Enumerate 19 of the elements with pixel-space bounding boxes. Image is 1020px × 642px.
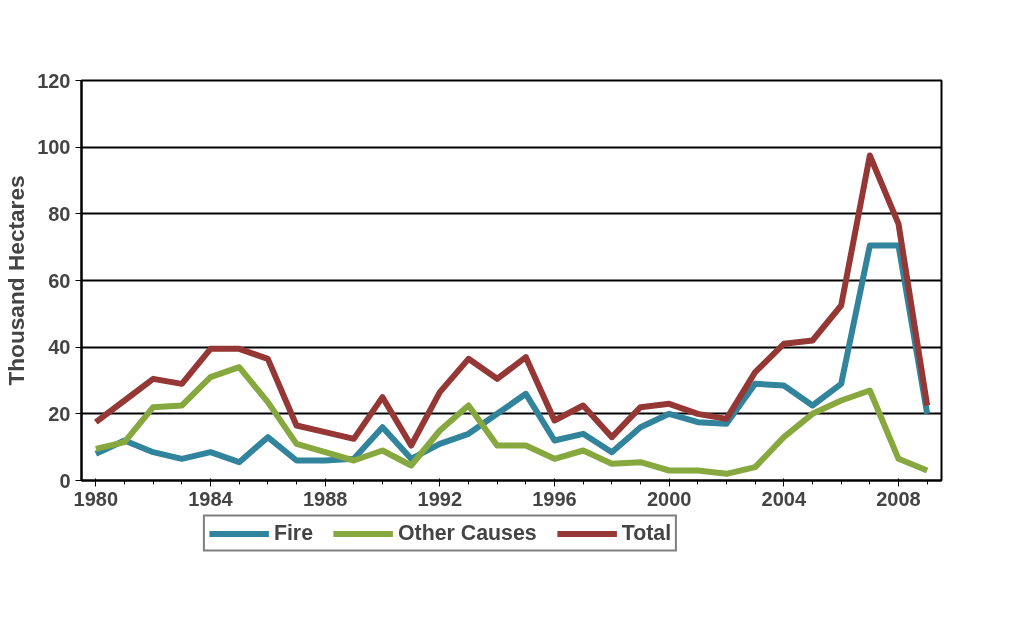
x-tick-label: 1984 (188, 487, 234, 510)
x-tick-label: 2004 (761, 487, 807, 510)
y-tick-label: 20 (48, 402, 71, 425)
y-tick-label: 60 (48, 269, 71, 292)
x-tick-label: 1996 (532, 487, 577, 510)
legend-label: Total (621, 520, 672, 546)
y-tick-label: 0 (59, 469, 71, 492)
y-tick-label: 100 (37, 136, 71, 159)
x-tick-label: 1980 (73, 487, 119, 510)
x-tick-label: 2000 (646, 487, 692, 510)
x-tick-label: 2008 (876, 487, 921, 510)
legend-label: Other Causes (398, 520, 537, 546)
y-tick-label: 40 (48, 336, 71, 359)
x-tick-label: 1988 (302, 487, 348, 510)
x-tick-label: 1992 (417, 487, 463, 510)
y-tick-label: 120 (37, 69, 71, 92)
y-tick-label: 80 (48, 202, 71, 225)
legend-label: Fire (273, 520, 314, 546)
y-axis-title: Thousand Hectares (3, 175, 30, 386)
